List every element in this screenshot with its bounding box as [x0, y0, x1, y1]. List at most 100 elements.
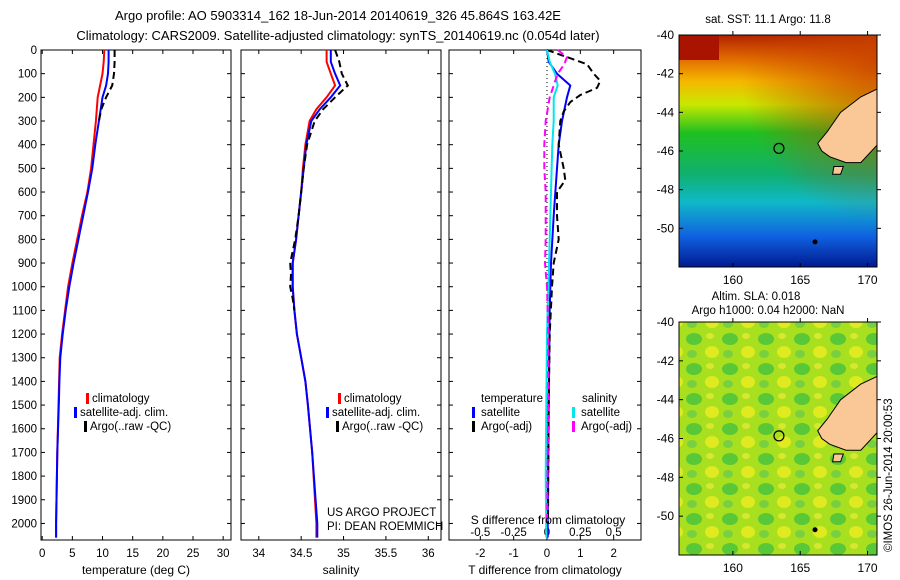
land-stewart-island — [832, 453, 845, 463]
y-tick-label: 2000 — [11, 518, 37, 530]
salinity-axes-box — [240, 49, 442, 541]
s-diff-tick-label: 0.5 — [606, 527, 622, 539]
x-axis-label: salinity — [323, 563, 360, 577]
x-tick-label: 30 — [217, 548, 230, 560]
land-stewart-island — [832, 166, 845, 175]
difference-panel: -2 -1 0 1 2 T difference from climatology -0.5… — [448, 49, 642, 577]
series-line-satellite-adj-clim- — [55, 50, 110, 538]
legend-header-salinity: salinity — [582, 393, 617, 405]
legend-label-argo: Argo(..raw -QC) — [90, 421, 171, 433]
y-tick-label: 1300 — [11, 353, 37, 365]
s-diff-tick-label: -0.25 — [501, 527, 527, 539]
legend-swatch-climatology — [338, 393, 341, 404]
lat-tick-label: -46 — [657, 432, 675, 446]
s-difference-axis-label: S difference from climatology — [471, 513, 626, 527]
difference-axes-box — [448, 49, 642, 541]
x-tick-label: 25 — [187, 548, 200, 560]
y-tick-label: 300 — [18, 116, 37, 128]
salinity-legend: climatology satellite-adj. clim. Argo(..… — [326, 393, 423, 433]
project-line-1: US ARGO PROJECT — [327, 507, 436, 519]
y-tick-label: 1600 — [11, 424, 37, 436]
project-line-2: PI: DEAN ROEMMICH — [327, 521, 443, 533]
y-tick-label: 1700 — [11, 447, 37, 459]
series-line-argo-raw-qc- — [289, 49, 350, 311]
lon-tick-label: 160 — [723, 273, 743, 287]
y-tick-label: 1800 — [11, 471, 37, 483]
temperature-legend: climatology satellite-adj. clim. Argo(..… — [74, 393, 171, 433]
legend-swatch-argo — [336, 421, 339, 432]
lat-tick-label: -44 — [657, 393, 675, 407]
y-tick-label: 1900 — [11, 495, 37, 507]
x-tick-label: 10 — [96, 548, 109, 560]
x-tick-label: 34 — [252, 548, 265, 560]
x-tick-label: 0 — [39, 548, 45, 560]
lon-tick-label: 160 — [723, 561, 743, 575]
legend-label-satellite: satellite-adj. clim. — [332, 407, 420, 419]
sla-map-title: Altim. SLA: 0.018 — [712, 291, 801, 303]
legend-label-t-argo: Argo(-adj) — [481, 421, 532, 433]
x-tick-label: 2 — [610, 548, 616, 560]
series-line-s-argo-adj- — [543, 49, 569, 524]
legend-swatch-s-satellite — [572, 407, 575, 418]
series-line-climatology — [55, 49, 106, 538]
y-tick-label: 1400 — [11, 376, 37, 388]
series-line-argo-raw-qc- — [97, 50, 116, 122]
legend-label-argo: Argo(..raw -QC) — [342, 421, 423, 433]
difference-legend: temperature satellite Argo(-adj) salinit… — [472, 393, 632, 433]
x-tick-label: 36 — [422, 548, 435, 560]
lat-tick-label: -50 — [657, 509, 675, 523]
argo-position-marker — [773, 430, 785, 442]
x-tick-label: 5 — [69, 548, 75, 560]
x-tick-label: -1 — [509, 548, 519, 560]
legend-label-s-satellite: satellite — [581, 407, 620, 419]
y-tick-label: 600 — [18, 187, 37, 199]
y-tick-label: 1100 — [12, 305, 37, 317]
lat-tick-label: -40 — [657, 28, 675, 42]
x-tick-label: 35.5 — [375, 548, 397, 560]
lon-tick-label: 170 — [858, 561, 878, 575]
lat-tick-label: -48 — [657, 183, 675, 197]
sst-map: 160 165 170 -40 -42 -44 -46 -48 -50 sat. SST: 11.… — [657, 14, 881, 287]
x-tick-label: 35 — [337, 548, 350, 560]
y-tick-label: 200 — [18, 92, 37, 104]
land-auckland-islands — [812, 239, 818, 245]
s-diff-tick-label: -0.5 — [470, 527, 490, 539]
land-new-zealand — [817, 356, 878, 451]
legend-label-t-satellite: satellite — [481, 407, 520, 419]
legend-label-climatology: climatology — [92, 393, 150, 405]
x-tick-label: 34.5 — [290, 548, 312, 560]
legend-swatch-argo — [84, 421, 87, 432]
temperature-panel: 0100200300400500600700800900100011001200… — [11, 45, 232, 577]
y-tick-label: 800 — [18, 234, 37, 246]
legend-label-satellite: satellite-adj. clim. — [80, 407, 168, 419]
lat-tick-label: -46 — [657, 144, 675, 158]
sst-hot-patch — [679, 35, 719, 60]
x-tick-label: 15 — [126, 548, 139, 560]
x-tick-label: 1 — [577, 548, 583, 560]
lat-tick-label: -42 — [657, 354, 675, 368]
lat-tick-label: -44 — [657, 105, 675, 119]
lat-tick-label: -48 — [657, 470, 675, 484]
salinity-panel: 34 34.5 35 35.5 36 salinity — [240, 49, 442, 577]
series-line-satellite-adj-clim- — [291, 50, 342, 538]
legend-swatch-satellite — [326, 407, 329, 418]
argo-position-marker — [773, 142, 785, 154]
y-tick-label: 900 — [18, 258, 37, 270]
x-tick-label: 0 — [544, 548, 550, 560]
lat-tick-label: -42 — [657, 67, 675, 81]
lat-tick-label: -40 — [657, 315, 675, 329]
land-auckland-islands — [812, 527, 818, 533]
temperature-axes-box — [40, 49, 232, 541]
sst-map-title: sat. SST: 11.1 Argo: 11.8 — [705, 14, 831, 26]
y-tick-label: 1200 — [11, 329, 37, 341]
legend-label-s-argo: Argo(-adj) — [581, 421, 632, 433]
x-axis-label: temperature (deg C) — [82, 563, 190, 577]
series-line-t-argo-adj- — [546, 49, 602, 524]
series-line-t-satellite — [546, 49, 572, 538]
y-tick-label: 1500 — [11, 400, 37, 412]
y-tick-label: 700 — [18, 211, 37, 223]
lon-tick-label: 170 — [858, 273, 878, 287]
sla-map-subtitle: Argo h1000: 0.04 h2000: NaN — [692, 305, 845, 317]
y-tick-label: 500 — [18, 163, 37, 175]
